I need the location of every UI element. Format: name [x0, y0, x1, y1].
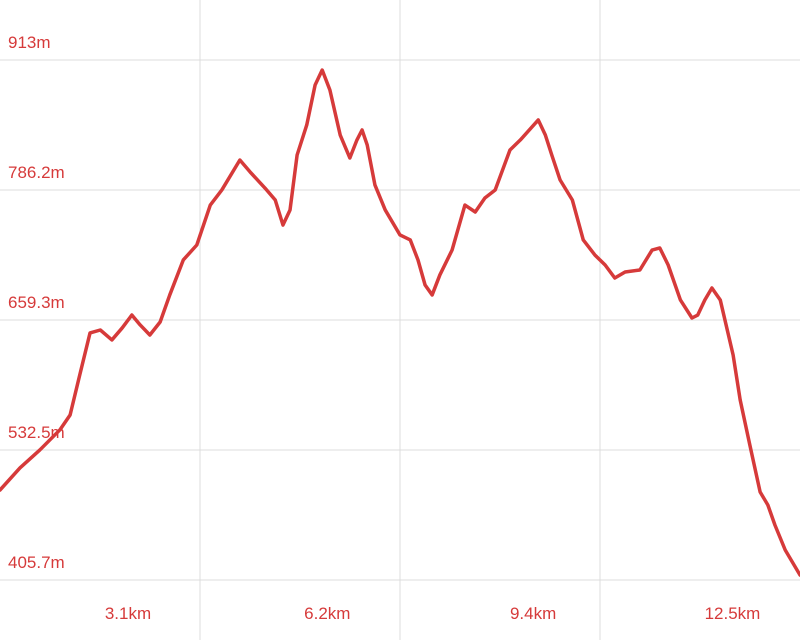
- x-tick-label: 9.4km: [510, 604, 556, 623]
- x-tick-label: 12.5km: [705, 604, 761, 623]
- y-tick-label: 405.7m: [8, 553, 65, 572]
- y-tick-label: 786.2m: [8, 163, 65, 182]
- x-tick-label: 3.1km: [105, 604, 151, 623]
- y-tick-label: 532.5m: [8, 423, 65, 442]
- y-tick-label: 913m: [8, 33, 51, 52]
- elevation-line: [0, 68, 800, 577]
- x-tick-label: 6.2km: [304, 604, 350, 623]
- y-tick-label: 659.3m: [8, 293, 65, 312]
